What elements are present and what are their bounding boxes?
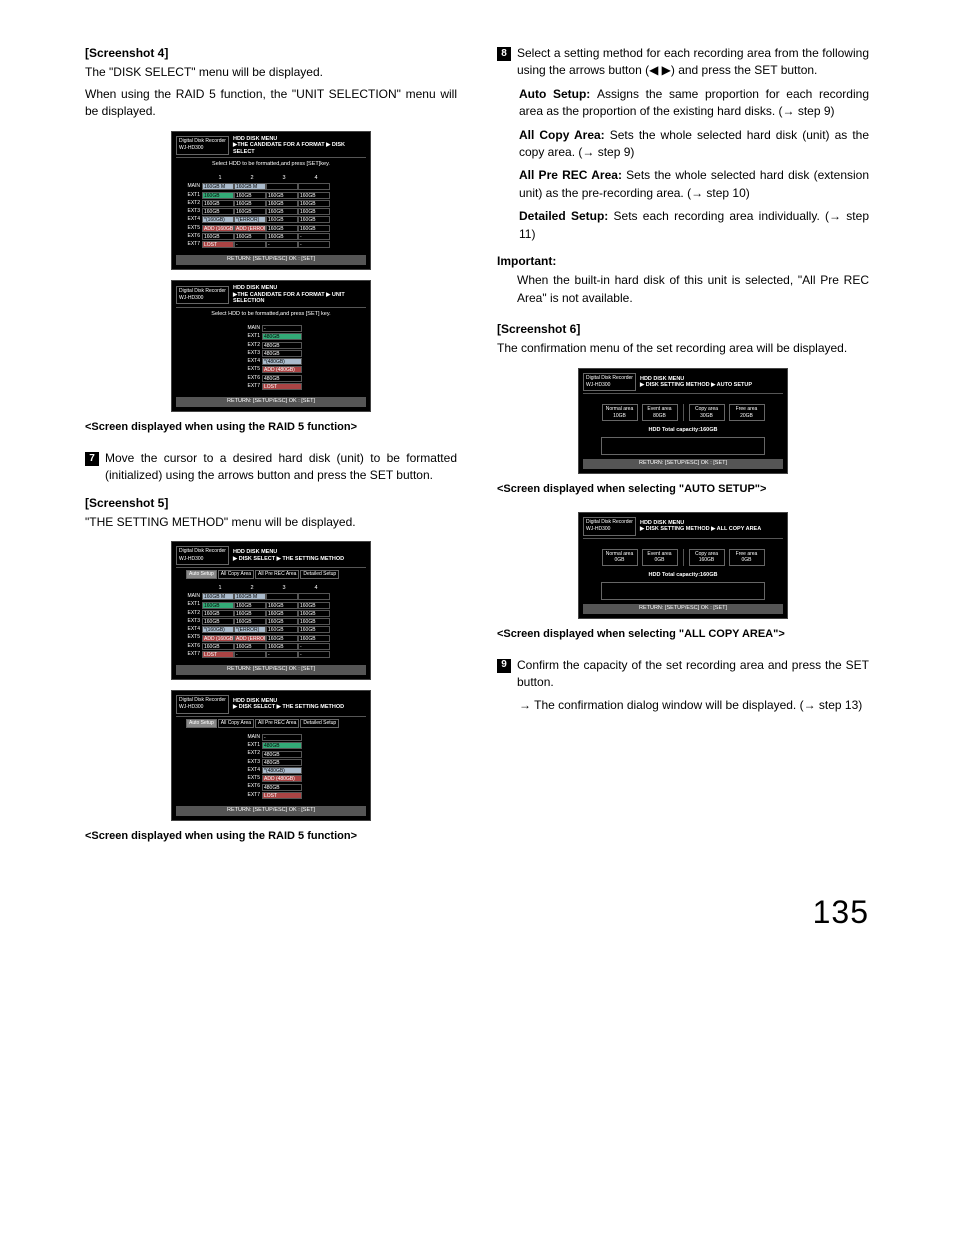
shot-auto-setup: Digital Disk RecorderWJ-HD300 HDD DISK M… [578,368,788,474]
menu-title: HDD DISK MENU [233,136,277,142]
shot-footer: RETURN: [SETUP/ESC] OK : [SET] [176,255,366,265]
page-number: 135 [85,889,869,935]
screenshot5-heading: [Screenshot 5] [85,495,457,512]
shot-setting-method-raid: Digital Disk RecorderWJ-HD300 HDD DISK M… [171,690,371,821]
step-number-8: 8 [497,47,511,61]
step-number-7: 7 [85,452,99,466]
shot-unit-selection: Digital Disk RecorderWJ-HD300 HDD DISK M… [171,280,371,412]
breadcrumb: ▶ DISK SETTING METHOD ▶ AUTO SETUP [640,382,752,388]
shot-subtitle: Select HDD to be formatted,and press [SE… [176,161,366,169]
screenshot4-p1: The "DISK SELECT" menu will be displayed… [85,64,457,81]
blank-box [601,437,765,455]
total-capacity: HDD Total capacity:160GB [583,427,783,435]
disk-table: 1234 MAIN160GB M160GB MEXT1160GB160GB160… [176,173,366,251]
screenshot6-heading: [Screenshot 6] [497,321,869,338]
autosetup-caption: <Screen displayed when selecting "AUTO S… [497,482,869,498]
raid5-caption-1: <Screen displayed when using the RAID 5 … [85,420,457,436]
important-text: When the built-in hard disk of this unit… [497,272,869,307]
shot-subtitle: Select HDD to be formatted,and press [SE… [176,311,366,319]
left-column: [Screenshot 4] The "DISK SELECT" menu wi… [85,45,457,859]
breadcrumb: ▶THE CANDIDATE FOR A FORMAT ▶ DISK SELEC… [233,142,345,155]
step8-text: Select a setting method for each recordi… [517,45,869,80]
screenshot4-p2: When using the RAID 5 function, the "UNI… [85,86,457,121]
step9-text: Confirm the capacity of the set recordin… [517,657,869,692]
setting-tabs: Auto SetupAll Copy AreaAll Pre REC AreaD… [186,570,366,579]
unit-list: MAIN-EXT1480GBEXT2480GBEXT3480GBEXT4*(48… [176,323,366,393]
step-number-9: 9 [497,659,511,673]
shot-all-copy-area: Digital Disk RecorderWJ-HD300 HDD DISK M… [578,512,788,618]
allcopy-desc: All Copy Area: Sets the whole selected h… [497,127,869,162]
important-heading: Important: [497,253,869,270]
model-label: Digital Disk Recorder [179,138,226,144]
allcopy-caption: <Screen displayed when selecting "ALL CO… [497,627,869,643]
step9-sub: → The confirmation dialog window will be… [497,697,869,714]
raid5-caption-2: <Screen displayed when using the RAID 5 … [85,829,457,845]
screenshot5-p1: "THE SETTING METHOD" menu will be displa… [85,514,457,531]
shot-disk-select: Digital Disk RecorderWJ-HD300 HDD DISK M… [171,131,371,271]
detailed-desc: Detailed Setup: Sets each recording area… [497,208,869,243]
auto-setup-desc: Auto Setup: Assigns the same proportion … [497,86,869,121]
step7-text: Move the cursor to a desired hard disk (… [105,450,457,485]
shot-setting-method: Digital Disk RecorderWJ-HD300 HDD DISK M… [171,541,371,680]
screenshot4-heading: [Screenshot 4] [85,45,457,62]
right-column: 8 Select a setting method for each recor… [497,45,869,859]
breadcrumb: ▶ DISK SELECT ▶ THE SETTING METHOD [233,556,344,562]
breadcrumb: ▶THE CANDIDATE FOR A FORMAT ▶ UNIT SELEC… [233,292,345,305]
breadcrumb: ▶ DISK SETTING METHOD ▶ ALL COPY AREA [640,526,761,532]
allpre-desc: All Pre REC Area: Sets the whole selecte… [497,167,869,202]
screenshot6-p1: The confirmation menu of the set recordi… [497,340,869,357]
area-boxes: Normal area10GBEvent area80GBCopy area30… [583,404,783,421]
model-label: WJ-HD300 [179,145,203,151]
